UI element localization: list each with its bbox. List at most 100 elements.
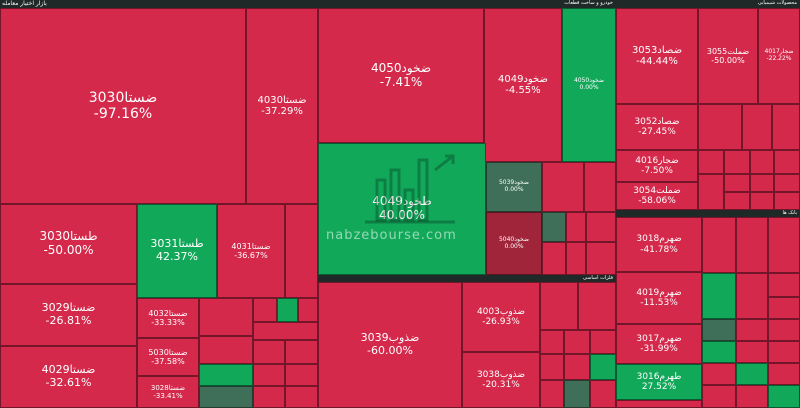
tile[interactable]: ضخود4050 -7.41%	[318, 8, 484, 143]
tile[interactable]	[736, 385, 768, 408]
tile[interactable]	[542, 242, 566, 275]
tile[interactable]	[698, 104, 742, 150]
tile[interactable]	[736, 363, 768, 385]
tile[interactable]	[285, 364, 318, 386]
tile[interactable]	[750, 174, 774, 192]
tile[interactable]	[564, 354, 590, 380]
tile[interactable]	[586, 242, 616, 275]
tile[interactable]	[564, 330, 590, 354]
tile[interactable]	[540, 330, 564, 354]
tile[interactable]	[277, 298, 298, 322]
tile[interactable]	[742, 104, 772, 150]
tile[interactable]	[199, 298, 253, 336]
tile[interactable]: ضجار4017 -22.22%	[758, 8, 800, 104]
tile[interactable]: ضذوب3039 -60.00%	[318, 282, 462, 408]
tile[interactable]	[702, 217, 736, 273]
tile[interactable]	[540, 354, 564, 380]
tile[interactable]	[768, 273, 800, 297]
tile[interactable]: طستا3030 -50.00%	[0, 204, 137, 284]
tile[interactable]: ضصاد3052 -27.45%	[616, 104, 698, 150]
tile[interactable]: ضملت3055 -50.00%	[698, 8, 758, 104]
tile[interactable]	[772, 104, 800, 150]
tile[interactable]	[724, 192, 750, 210]
tile[interactable]	[566, 212, 586, 242]
tile[interactable]	[590, 330, 616, 354]
tile[interactable]	[768, 297, 800, 319]
tile[interactable]: ضستا4030 -37.29%	[246, 8, 318, 204]
tile[interactable]	[736, 341, 768, 363]
tile[interactable]: ضستا4032 -33.33%	[137, 298, 199, 338]
tile[interactable]: ضهرم3017 -31.99%	[616, 324, 702, 364]
tile[interactable]	[298, 298, 318, 322]
tile[interactable]: ضخود5039 0.00%	[486, 162, 542, 212]
tile[interactable]	[702, 363, 736, 385]
tile[interactable]	[285, 204, 318, 298]
tile[interactable]: ضستا4031 -36.67%	[217, 204, 285, 298]
tile[interactable]	[199, 386, 253, 408]
tile[interactable]: ضخود5040 0.00%	[486, 212, 542, 275]
tile[interactable]: طهرم3016 27.52%	[616, 364, 702, 400]
tile[interactable]	[698, 174, 724, 210]
tile[interactable]: ضستا5030 -37.58%	[137, 338, 199, 376]
tile[interactable]	[199, 336, 253, 364]
tile[interactable]: ضخود4050 0.00%	[562, 8, 616, 162]
tile[interactable]: ضهرم4019 -11.53%	[616, 272, 702, 324]
tile[interactable]	[564, 380, 590, 408]
tile[interactable]: ضذوب3038 -20.31%	[462, 352, 540, 408]
tile[interactable]	[253, 340, 285, 364]
tile[interactable]: ضصاد3053 -44.44%	[616, 8, 698, 104]
tile[interactable]: ضستا4029 -32.61%	[0, 346, 137, 408]
tile[interactable]: ضذوب4003 -26.93%	[462, 282, 540, 352]
tile[interactable]	[736, 319, 768, 341]
tile[interactable]	[540, 282, 578, 330]
tile-name: ضستا4029	[41, 363, 96, 377]
tile[interactable]: ضخود4049 -4.55%	[484, 8, 562, 162]
tile-name: طستا3030	[39, 229, 98, 244]
tile[interactable]	[702, 319, 736, 341]
tile[interactable]: ضستا3029 -26.81%	[0, 284, 137, 346]
tile[interactable]	[616, 400, 702, 408]
tile[interactable]	[253, 386, 285, 408]
tile[interactable]	[542, 212, 566, 242]
tile[interactable]	[724, 174, 750, 192]
tile[interactable]	[578, 282, 616, 330]
tile[interactable]	[586, 212, 616, 242]
tile[interactable]	[750, 192, 774, 210]
tile[interactable]	[768, 363, 800, 385]
tile[interactable]	[736, 273, 768, 319]
tile[interactable]	[584, 162, 616, 212]
tile[interactable]	[253, 322, 318, 340]
tile[interactable]	[774, 150, 800, 174]
tile[interactable]: طخود4049 40.00%	[318, 143, 486, 275]
tile[interactable]	[750, 150, 774, 174]
tile[interactable]	[768, 385, 800, 408]
tile[interactable]	[698, 150, 724, 174]
tile[interactable]	[702, 385, 736, 408]
tile[interactable]	[542, 162, 584, 212]
tile[interactable]	[253, 364, 285, 386]
tile[interactable]	[590, 380, 616, 408]
tile[interactable]: ضستا3030 -97.16%	[0, 8, 246, 204]
tile[interactable]	[285, 340, 318, 364]
tile[interactable]: ضهرم3018 -41.78%	[616, 217, 702, 272]
tile[interactable]	[253, 298, 277, 322]
tile[interactable]: ضجار4016 -7.50%	[616, 150, 698, 182]
tile[interactable]	[768, 217, 800, 273]
tile[interactable]	[566, 242, 586, 275]
tile[interactable]	[285, 386, 318, 408]
tile[interactable]	[540, 380, 564, 408]
tile-percent: -27.45%	[638, 127, 676, 137]
tile[interactable]	[774, 192, 800, 210]
tile[interactable]	[702, 273, 736, 319]
tile[interactable]	[702, 341, 736, 363]
tile[interactable]: ضملت3054 -58.06%	[616, 182, 698, 210]
tile[interactable]	[768, 341, 800, 363]
tile[interactable]	[199, 364, 253, 386]
tile[interactable]	[736, 217, 768, 273]
tile[interactable]: ضستا3028 -33.41%	[137, 376, 199, 408]
tile[interactable]	[590, 354, 616, 380]
tile[interactable]: طستا3031 42.37%	[137, 204, 217, 298]
tile[interactable]	[774, 174, 800, 192]
tile[interactable]	[768, 319, 800, 341]
tile[interactable]	[724, 150, 750, 174]
